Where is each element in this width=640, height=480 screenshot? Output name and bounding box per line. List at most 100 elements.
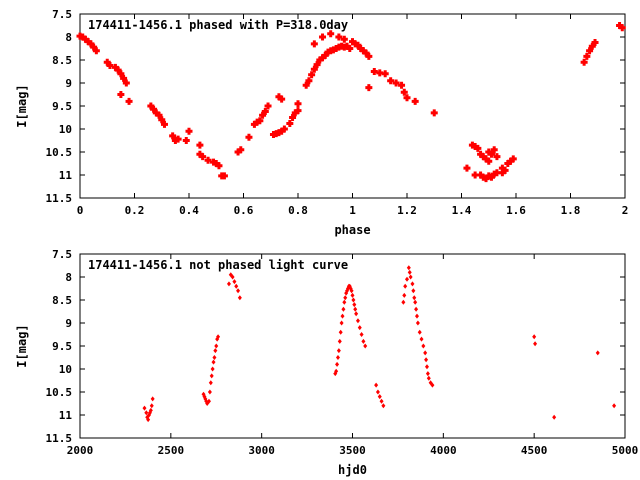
data-point [327, 30, 335, 38]
data-point [90, 43, 98, 51]
data-point [507, 157, 515, 165]
data-point [236, 288, 241, 294]
data-point [345, 288, 350, 294]
data-point [302, 81, 310, 89]
data-point [485, 148, 493, 156]
data-point [106, 62, 114, 70]
data-point [92, 47, 100, 55]
data-point [354, 41, 362, 49]
y-tick-label: 11 [59, 409, 73, 422]
data-point [155, 111, 163, 119]
data-point [349, 288, 354, 294]
data-point [347, 283, 352, 289]
data-point [335, 361, 340, 367]
data-point [278, 95, 286, 103]
data-point [379, 398, 384, 404]
data-point [485, 157, 493, 165]
data-point [357, 45, 365, 52]
data-point [363, 343, 368, 349]
data-point [580, 58, 588, 66]
data-point [417, 329, 422, 335]
data-point [426, 375, 431, 381]
x-axis-label: hjd0 [338, 463, 367, 477]
data-point [275, 93, 283, 101]
panel-title: 174411-1456.1 not phased light curve [88, 258, 348, 272]
x-tick-label: 2 [622, 204, 629, 217]
data-point [374, 382, 379, 388]
data-point [87, 40, 95, 48]
data-point [316, 56, 324, 64]
data-point [150, 396, 155, 402]
data-point [405, 276, 409, 282]
data-point [214, 343, 219, 349]
data-point [355, 318, 360, 324]
x-tick-label: 2000 [67, 444, 94, 457]
data-point [335, 355, 340, 360]
data-point [430, 109, 438, 117]
data-point [79, 33, 87, 41]
data-point [294, 100, 302, 108]
data-point [148, 407, 153, 413]
data-point [144, 410, 149, 416]
data-point [583, 52, 591, 60]
data-point [387, 77, 395, 85]
y-tick-label: 7.5 [52, 248, 72, 261]
data-point [334, 368, 339, 374]
data-point [493, 153, 501, 161]
data-point [407, 269, 412, 275]
data-point [343, 295, 348, 301]
data-point [352, 302, 357, 308]
data-point [350, 292, 355, 298]
y-tick-label: 11.5 [46, 432, 73, 445]
data-point [403, 283, 408, 289]
y-tick-label: 10.5 [46, 146, 73, 159]
data-point [410, 281, 415, 287]
data-point [84, 38, 92, 46]
x-tick-label: 0.6 [234, 204, 254, 217]
data-point [411, 97, 419, 105]
data-point [120, 74, 128, 82]
data-point [226, 281, 231, 287]
data-point [376, 69, 384, 77]
data-point [228, 272, 233, 278]
data-point [321, 51, 329, 59]
data-point [414, 306, 419, 312]
data-point [220, 172, 228, 180]
data-point [414, 313, 419, 319]
data-point [338, 329, 343, 335]
data-point [209, 373, 214, 379]
data-point [424, 364, 429, 370]
data-point [351, 297, 356, 303]
data-point [259, 111, 267, 119]
data-point [591, 39, 599, 47]
data-point [232, 279, 237, 285]
data-point [319, 54, 327, 62]
data-point [425, 371, 430, 377]
data-point [245, 133, 253, 141]
data-point [339, 320, 344, 326]
data-point [415, 320, 420, 326]
data-point [406, 265, 411, 271]
x-tick-label: 2500 [158, 444, 185, 457]
data-point [234, 283, 239, 289]
data-point [401, 299, 406, 305]
data-point [336, 348, 341, 354]
data-point [490, 146, 498, 154]
data-point [230, 274, 235, 280]
data-point [174, 135, 182, 143]
x-tick-label: 0 [77, 204, 84, 217]
y-tick-label: 9 [65, 77, 72, 90]
data-point [504, 160, 512, 167]
data-point [215, 162, 223, 170]
data-point [430, 382, 435, 388]
data-point [477, 150, 485, 158]
data-point [216, 334, 221, 340]
data-point [208, 380, 213, 386]
data-point [103, 58, 111, 66]
y-tick-label: 10.5 [46, 386, 73, 399]
x-tick-label: 1.4 [452, 204, 472, 217]
data-point [111, 63, 119, 71]
data-point [212, 355, 217, 360]
data-point [595, 350, 600, 356]
data-point [340, 35, 348, 43]
